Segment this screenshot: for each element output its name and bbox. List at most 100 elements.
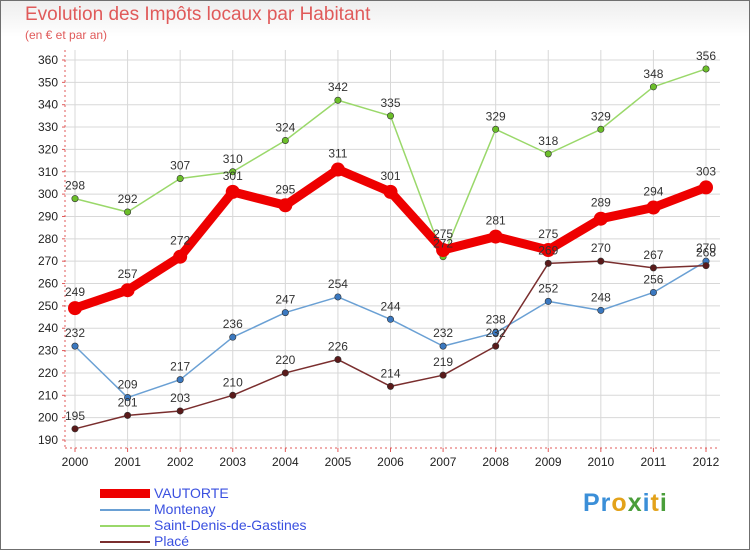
y-tick-label: 250 xyxy=(38,299,58,313)
y-tick-label: 300 xyxy=(38,187,58,201)
y-tick-label: 270 xyxy=(38,254,58,268)
y-tick-label: 310 xyxy=(38,165,58,179)
data-point-montenay xyxy=(229,333,237,341)
x-tick-label: 2007 xyxy=(430,455,457,469)
data-label-vautorte: 295 xyxy=(275,182,295,196)
legend-label: Placé xyxy=(154,533,190,549)
data-label-plac: 201 xyxy=(118,395,138,409)
data-point-vautorte xyxy=(68,301,82,316)
data-label-plac: 226 xyxy=(328,340,348,354)
x-tick-label: 2004 xyxy=(272,455,299,469)
data-label-vautorte: 275 xyxy=(433,227,453,241)
data-label-plac: 269 xyxy=(538,243,558,257)
data-point-montenay xyxy=(597,306,605,314)
data-point-vautorte xyxy=(436,243,451,257)
data-label-saint-denis-de-gastines: 310 xyxy=(223,152,243,166)
y-tick-label: 240 xyxy=(38,321,58,335)
legend-label: Montenay xyxy=(154,501,216,517)
data-label-vautorte: 311 xyxy=(328,147,347,161)
data-label-montenay: 217 xyxy=(170,360,190,374)
data-label-vautorte: 289 xyxy=(591,196,611,210)
legend-item: VAUTORTE xyxy=(100,485,360,502)
data-point-saint-denis-de-gastines xyxy=(334,96,342,104)
x-tick-label: 2011 xyxy=(641,455,667,469)
legend-item: Placé xyxy=(100,533,360,550)
data-point-vautorte xyxy=(541,243,556,257)
y-tick-label: 280 xyxy=(38,232,58,246)
data-label-montenay: 244 xyxy=(380,299,400,313)
data-point-plac xyxy=(386,382,394,390)
x-tick-label: 2002 xyxy=(167,455,194,469)
data-point-montenay xyxy=(492,329,500,337)
data-point-plac xyxy=(71,425,79,433)
data-point-vautorte xyxy=(699,180,713,195)
data-label-saint-denis-de-gastines: 298 xyxy=(65,179,85,193)
y-tick-label: 260 xyxy=(38,277,58,291)
chart-subtitle: (en € et par an) xyxy=(25,28,108,42)
series xyxy=(68,65,713,433)
data-point-plac xyxy=(176,407,184,415)
data-label-saint-denis-de-gastines: 318 xyxy=(538,134,558,148)
data-label-plac: 267 xyxy=(643,248,663,262)
data-point-vautorte xyxy=(330,162,345,177)
y-tick-label: 200 xyxy=(38,411,58,425)
legend-label: VAUTORTE xyxy=(154,485,229,501)
data-label-vautorte: 257 xyxy=(118,267,138,281)
data-label-vautorte: 249 xyxy=(65,285,85,299)
data-point-plac xyxy=(281,369,289,377)
data-label-saint-denis-de-gastines: 348 xyxy=(643,67,663,81)
data-label-plac: 203 xyxy=(170,391,190,405)
data-point-montenay xyxy=(176,376,184,384)
data-point-saint-denis-de-gastines xyxy=(386,112,394,120)
data-point-vautorte xyxy=(173,249,188,264)
axes: 190 200 210 220 230 240 250 260 270 280 290 300 310 3… xyxy=(38,50,720,469)
data-point-vautorte xyxy=(646,200,661,215)
x-tick-label: 2010 xyxy=(587,455,614,469)
data-point-saint-denis-de-gastines xyxy=(281,136,289,144)
data-label-plac: 270 xyxy=(591,241,611,255)
data-label-vautorte: 301 xyxy=(223,169,243,183)
data-point-saint-denis-de-gastines xyxy=(229,168,237,176)
data-point-montenay xyxy=(281,309,289,317)
x-tick-label: 2001 xyxy=(114,455,141,469)
data-label-montenay: 209 xyxy=(118,378,138,392)
x-tick-label: 2006 xyxy=(377,455,404,469)
data-point-vautorte xyxy=(278,198,293,213)
data-point-saint-denis-de-gastines xyxy=(176,174,184,182)
data-point-montenay xyxy=(544,297,552,305)
x-tick-label: 2012 xyxy=(693,455,720,469)
data-label-saint-denis-de-gastines: 356 xyxy=(696,49,716,63)
data-label-saint-denis-de-gastines: 272 xyxy=(433,237,453,251)
data-point-saint-denis-de-gastines xyxy=(597,125,605,133)
x-tick-label: 2003 xyxy=(219,455,246,469)
data-point-plac xyxy=(702,262,710,270)
data-point-montenay xyxy=(386,315,394,323)
data-label-vautorte: 301 xyxy=(380,169,400,183)
data-label-montenay: 256 xyxy=(643,272,663,286)
y-tick-label: 320 xyxy=(38,142,58,156)
data-point-saint-denis-de-gastines xyxy=(124,208,132,216)
legend-label: Saint-Denis-de-Gastines xyxy=(154,517,307,533)
data-point-saint-denis-de-gastines xyxy=(544,150,552,158)
x-tick-label: 2000 xyxy=(62,455,89,469)
data-label-vautorte: 294 xyxy=(643,185,663,199)
data-point-plac xyxy=(649,264,657,272)
data-label-plac: 214 xyxy=(380,366,400,380)
data-label-plac: 220 xyxy=(275,353,295,367)
y-tick-label: 290 xyxy=(38,209,58,223)
data-label-vautorte: 303 xyxy=(696,164,716,178)
legend-swatch xyxy=(100,525,150,527)
legend-swatch xyxy=(100,509,150,511)
data-point-montenay xyxy=(334,293,342,301)
data-point-saint-denis-de-gastines xyxy=(702,65,710,73)
y-tick-label: 350 xyxy=(38,75,58,89)
data-point-montenay xyxy=(649,288,657,296)
y-tick-label: 220 xyxy=(38,366,58,380)
grid xyxy=(65,50,720,448)
data-label-plac: 232 xyxy=(486,326,506,340)
data-label-saint-denis-de-gastines: 329 xyxy=(591,109,611,123)
data-point-vautorte xyxy=(120,283,135,298)
legend-swatch xyxy=(100,489,150,498)
data-point-plac xyxy=(439,371,447,379)
data-label-saint-denis-de-gastines: 324 xyxy=(275,120,295,134)
